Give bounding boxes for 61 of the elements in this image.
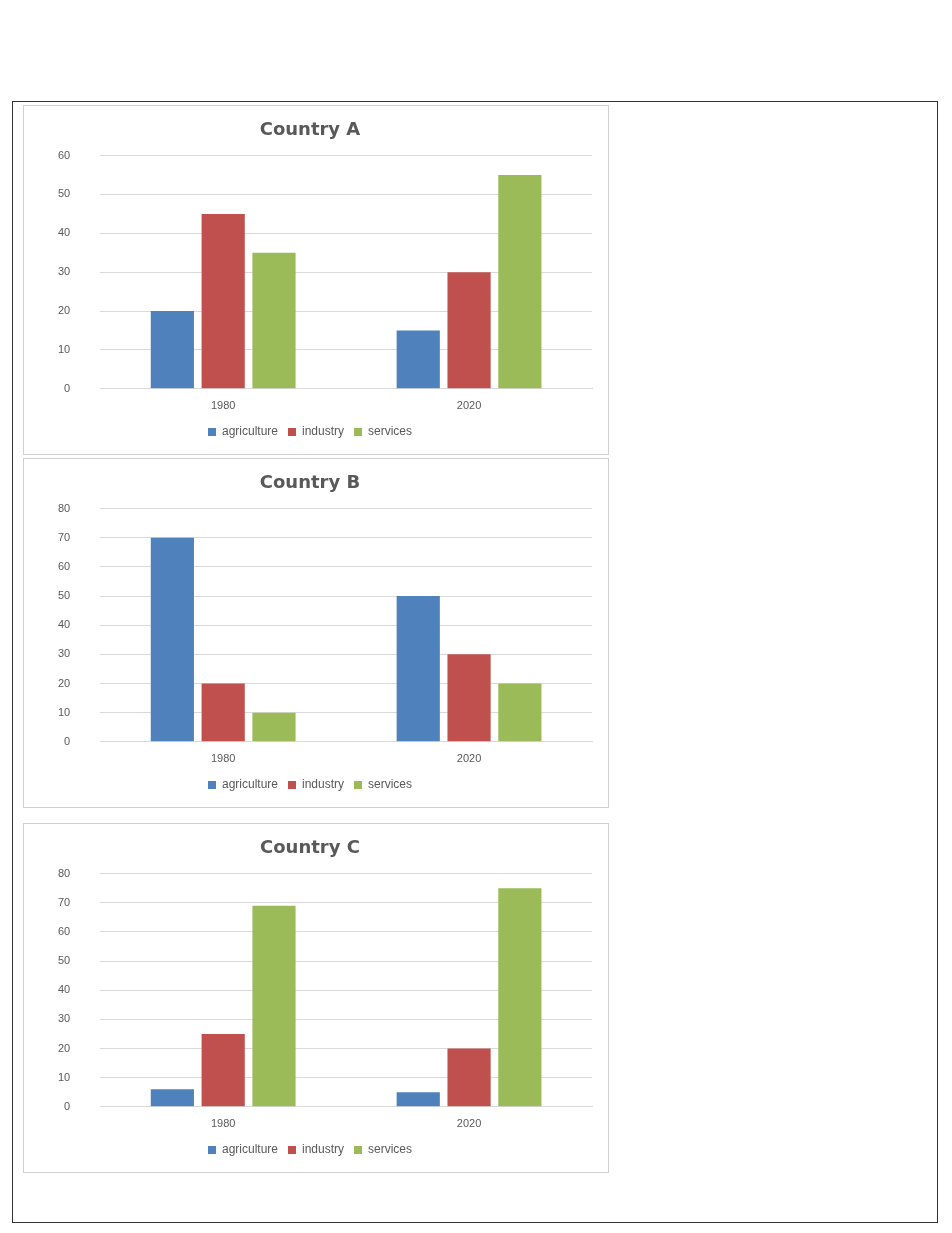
y-tick-label: 10 (57, 705, 71, 718)
x-tick-label: 2020 (456, 752, 482, 765)
bar (498, 888, 542, 1107)
bar (396, 596, 440, 742)
legend-label: industry (302, 424, 345, 439)
y-tick-label: 0 (64, 734, 71, 747)
bar (201, 213, 245, 389)
bar (498, 175, 542, 389)
bar (201, 1033, 245, 1107)
bar (252, 712, 296, 742)
legend-label: industry (302, 777, 345, 792)
y-tick-label: 30 (57, 647, 71, 660)
y-tick-label: 80 (57, 501, 71, 514)
x-tick-label: 2020 (456, 1117, 482, 1130)
bar (252, 905, 296, 1107)
legend-label: services (368, 777, 413, 792)
x-tick-label: 1980 (210, 1117, 236, 1130)
y-tick-label: 50 (57, 187, 71, 200)
y-tick-label: 50 (57, 589, 71, 602)
legend-label: industry (302, 1142, 345, 1157)
x-tick-label: 2020 (456, 399, 482, 412)
y-tick-label: 10 (57, 342, 71, 355)
y-tick-label: 40 (57, 618, 71, 631)
y-tick-label: 70 (57, 530, 71, 543)
y-tick-label: 60 (57, 148, 71, 161)
y-tick-label: 20 (57, 676, 71, 689)
y-tick-label: 10 (57, 1070, 71, 1083)
y-tick-label: 60 (57, 559, 71, 572)
bar (201, 683, 245, 742)
bar (252, 252, 296, 389)
legend-label: services (368, 424, 413, 439)
legend-label: agriculture (221, 424, 279, 439)
chart-title: Country C (260, 836, 360, 858)
legend-label: services (368, 1142, 413, 1157)
x-tick-label: 1980 (210, 752, 236, 765)
chart-title: Country B (259, 471, 361, 493)
y-tick-label: 80 (57, 866, 71, 879)
y-tick-label: 20 (57, 1041, 71, 1054)
y-tick-label: 0 (64, 1099, 71, 1112)
y-tick-label: 0 (64, 381, 71, 394)
bar (396, 1092, 440, 1107)
y-tick-label: 50 (57, 954, 71, 967)
y-tick-label: 30 (57, 1012, 71, 1025)
bar (447, 654, 491, 742)
bar (150, 537, 194, 742)
y-tick-label: 30 (57, 265, 71, 278)
bar (498, 683, 542, 742)
legend-label: agriculture (221, 1142, 279, 1157)
y-tick-label: 70 (57, 895, 71, 908)
y-tick-label: 20 (57, 304, 71, 317)
chart-title: Country A (259, 118, 361, 140)
y-tick-label: 40 (57, 226, 71, 239)
y-tick-label: 60 (57, 924, 71, 937)
legend-label: agriculture (221, 777, 279, 792)
bar (447, 1048, 491, 1107)
bar (150, 311, 194, 389)
bar (447, 272, 491, 389)
x-tick-label: 1980 (210, 399, 236, 412)
bar (150, 1089, 194, 1107)
bar (396, 330, 440, 389)
y-tick-label: 40 (57, 983, 71, 996)
